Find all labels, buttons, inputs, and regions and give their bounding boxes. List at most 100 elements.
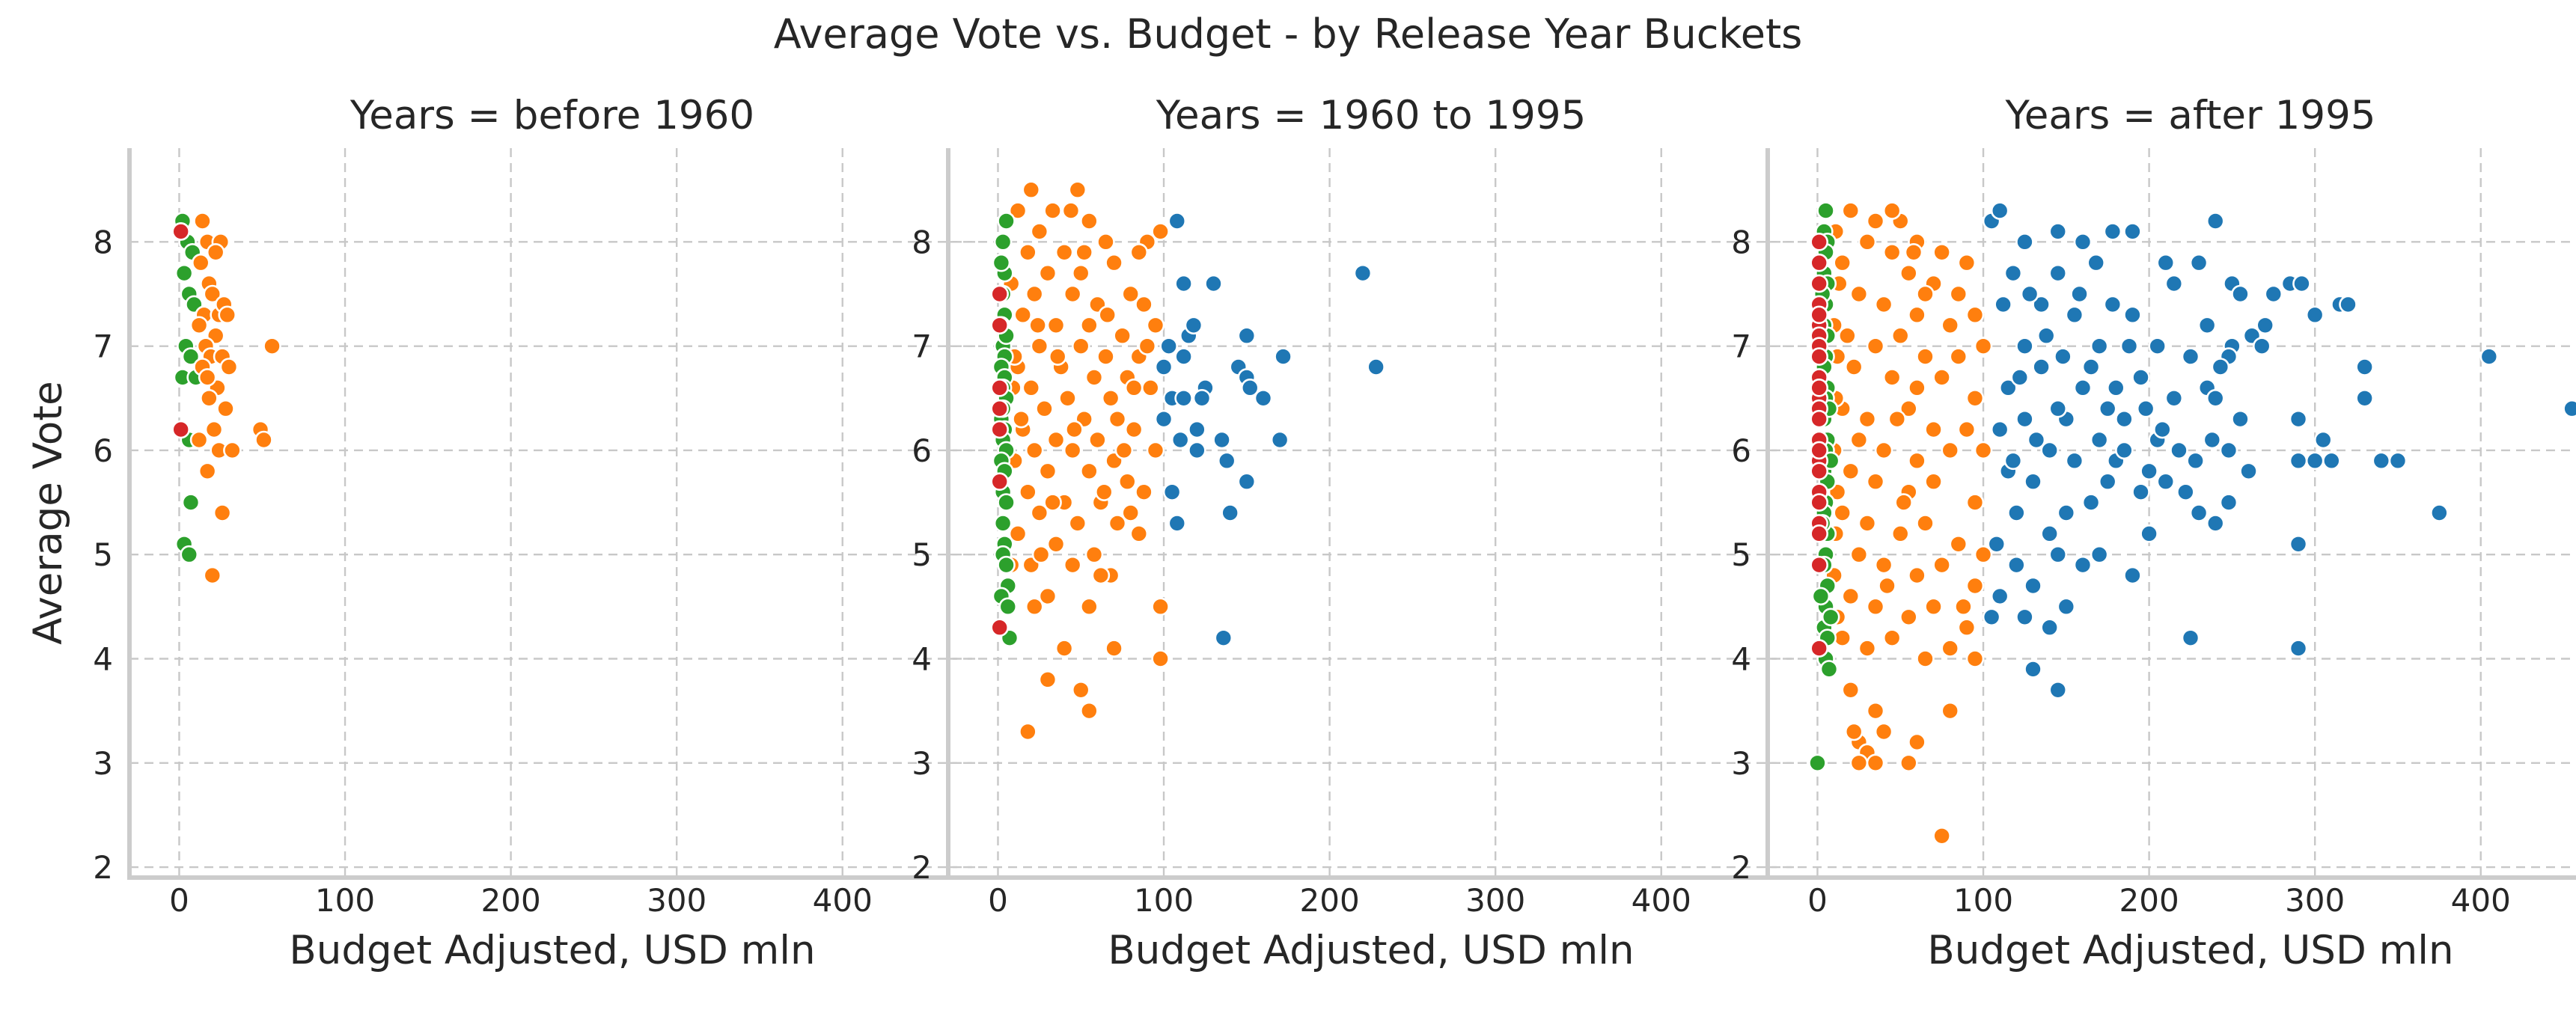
data-point — [171, 222, 190, 241]
data-point — [1932, 242, 1951, 262]
data-point — [2090, 430, 2109, 450]
data-point — [2027, 430, 2046, 450]
data-point — [1974, 441, 1993, 460]
data-point — [1982, 607, 2001, 627]
data-point — [1159, 337, 1178, 355]
data-point — [1237, 472, 1257, 492]
data-point — [990, 618, 1009, 637]
data-point — [2430, 504, 2449, 522]
data-point — [1965, 388, 1985, 408]
data-point — [1174, 388, 1193, 408]
data-point — [1841, 680, 1861, 700]
data-point — [1858, 514, 1877, 533]
data-point — [1129, 524, 1149, 543]
data-point — [1924, 597, 1943, 616]
data-point — [990, 420, 1009, 439]
data-point — [193, 212, 212, 230]
data-point — [1974, 545, 1993, 564]
data-point — [2313, 430, 2333, 450]
data-point — [1965, 493, 1985, 512]
data-point — [1858, 639, 1877, 658]
data-point — [2115, 409, 2134, 429]
data-point — [1188, 441, 1206, 460]
data-point — [1098, 305, 1117, 325]
data-point — [1154, 409, 1173, 429]
data-point — [2065, 305, 2084, 325]
data-point — [203, 566, 222, 585]
data-point — [2170, 441, 2188, 460]
data-point — [2176, 483, 2195, 501]
data-point — [1866, 472, 1885, 492]
data-point — [1841, 462, 1861, 481]
data-point — [2048, 263, 2068, 283]
data-point — [1129, 242, 1149, 262]
data-point — [2048, 545, 2068, 564]
data-point — [1071, 263, 1090, 283]
data-point — [1084, 545, 1104, 564]
data-point — [1882, 201, 1902, 220]
y-tick-label: 5 — [93, 536, 113, 573]
data-point — [1941, 701, 1960, 720]
data-point — [1168, 212, 1187, 230]
data-point — [990, 399, 1009, 418]
data-point — [1866, 212, 1885, 230]
data-point — [1146, 441, 1165, 460]
data-point — [1858, 233, 1877, 251]
data-point — [1108, 409, 1127, 429]
data-point — [1810, 409, 1828, 429]
x-tick-label: 300 — [647, 882, 706, 919]
data-point — [1080, 316, 1099, 335]
data-point — [992, 253, 1011, 272]
data-point — [1046, 316, 1066, 335]
data-point — [2289, 409, 2308, 429]
data-point — [1965, 649, 1985, 668]
data-point — [1811, 587, 1831, 606]
data-point — [2024, 660, 2042, 679]
data-point — [1146, 316, 1165, 335]
data-point — [1168, 514, 1187, 533]
data-point — [1108, 514, 1127, 533]
data-point — [203, 284, 222, 304]
data-point — [1849, 753, 1869, 773]
data-point — [1080, 212, 1099, 230]
data-point — [1949, 284, 1968, 304]
data-point — [1849, 284, 1869, 304]
data-point — [1878, 576, 1896, 596]
data-point — [2372, 451, 2391, 471]
data-point — [2231, 284, 2250, 304]
data-point — [1810, 379, 1828, 397]
data-point — [1071, 680, 1090, 700]
data-point — [1031, 545, 1051, 564]
data-point — [1887, 409, 1907, 429]
data-point — [1043, 201, 1062, 220]
data-point — [1810, 305, 1828, 325]
data-point — [1819, 660, 1839, 679]
data-point — [1810, 253, 1828, 272]
data-point — [2197, 316, 2217, 335]
data-point — [993, 514, 1013, 533]
figure-title: Average Vote vs. Budget - by Release Yea… — [774, 10, 1803, 58]
data-point — [1080, 701, 1099, 720]
data-point — [2252, 337, 2271, 355]
y-tick-label: 4 — [1731, 641, 1751, 678]
data-point — [2106, 379, 2125, 397]
data-point — [997, 555, 1016, 575]
data-point — [2081, 358, 2101, 376]
data-point — [1932, 826, 1951, 845]
data-point — [2032, 295, 2051, 314]
data-point — [1071, 337, 1090, 355]
data-point — [1924, 472, 1943, 492]
x-tick-label: 0 — [169, 882, 189, 919]
data-point — [2015, 233, 2034, 251]
data-point — [1096, 233, 1115, 251]
data-point — [1162, 483, 1182, 501]
data-point — [1882, 628, 1902, 647]
data-point — [2070, 284, 2089, 304]
x-axis-label: Budget Adjusted, USD mln — [1108, 928, 1634, 973]
data-point — [2115, 441, 2134, 460]
data-point — [1117, 472, 1137, 492]
data-point — [1994, 295, 2012, 314]
y-tick-label: 2 — [93, 849, 113, 886]
data-point — [990, 284, 1009, 304]
data-point — [1908, 451, 1926, 471]
